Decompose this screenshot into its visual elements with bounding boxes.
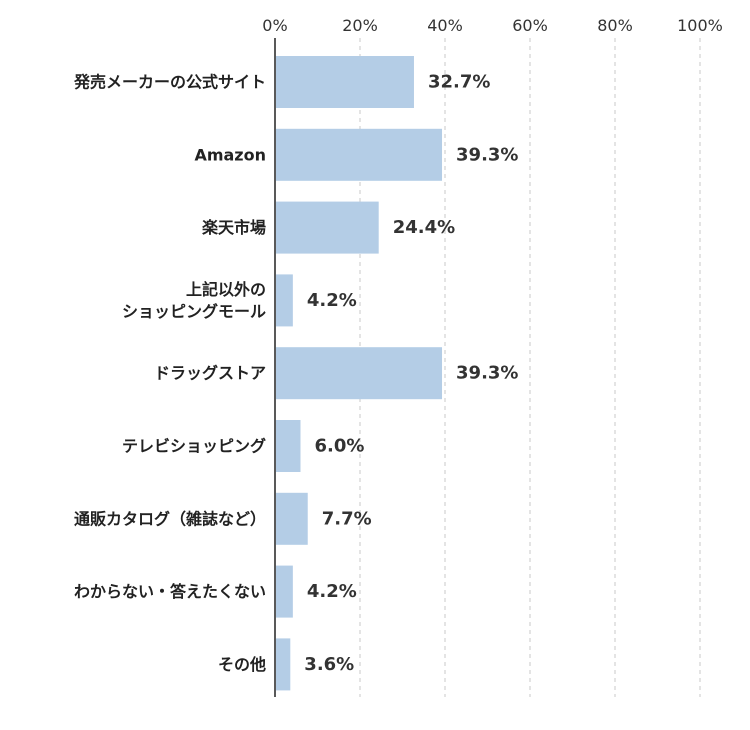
bar	[276, 347, 443, 400]
bar	[276, 201, 379, 254]
value-label: 4.2%	[307, 581, 357, 602]
bar	[276, 274, 293, 327]
category-label: その他	[218, 655, 266, 674]
value-label: 39.3%	[456, 363, 518, 384]
x-tick-label: 60%	[512, 16, 548, 35]
value-label: 24.4%	[393, 217, 455, 238]
category-label: ショッピングモール	[122, 302, 266, 321]
x-tick-label: 0%	[262, 16, 287, 35]
category-label: 上記以外の	[186, 280, 266, 299]
category-label: 楽天市場	[201, 218, 266, 237]
x-tick-label: 40%	[427, 16, 463, 35]
value-label: 6.0%	[315, 436, 365, 457]
bar	[276, 565, 293, 618]
value-label: 4.2%	[307, 290, 357, 311]
bars	[276, 56, 443, 691]
x-tick-label: 20%	[342, 16, 378, 35]
bar	[276, 638, 291, 691]
category-labels: 発売メーカーの公式サイト Amazon 楽天市場上記以外のショッピングモールドラッグ…	[73, 73, 266, 674]
x-tick-label: 80%	[597, 16, 633, 35]
value-label: 3.6%	[304, 654, 354, 675]
value-label: 7.7%	[322, 508, 372, 529]
category-label: 発売メーカーの公式サイト	[73, 73, 266, 92]
category-label: テレビショッピング	[122, 437, 266, 456]
bar	[276, 128, 443, 181]
category-label: ドラッグストア	[154, 364, 266, 383]
x-tick-labels: 0% 20% 40% 60% 80% 100%	[262, 16, 723, 35]
category-label: わからない・答えたくない	[74, 582, 266, 601]
value-labels: 32.7% 39.3% 24.4% 4.2% 39.3% 6.0% 7.7% 4.2% 3.6%	[304, 72, 518, 675]
value-label: 32.7%	[428, 72, 490, 93]
category-label: 通販カタログ（雑誌など）	[74, 509, 266, 528]
x-tick-label: 100%	[677, 16, 723, 35]
category-label: Amazon	[194, 145, 266, 164]
value-label: 39.3%	[456, 144, 518, 165]
bar	[276, 420, 301, 472]
bar	[276, 56, 414, 108]
bar	[276, 492, 308, 545]
